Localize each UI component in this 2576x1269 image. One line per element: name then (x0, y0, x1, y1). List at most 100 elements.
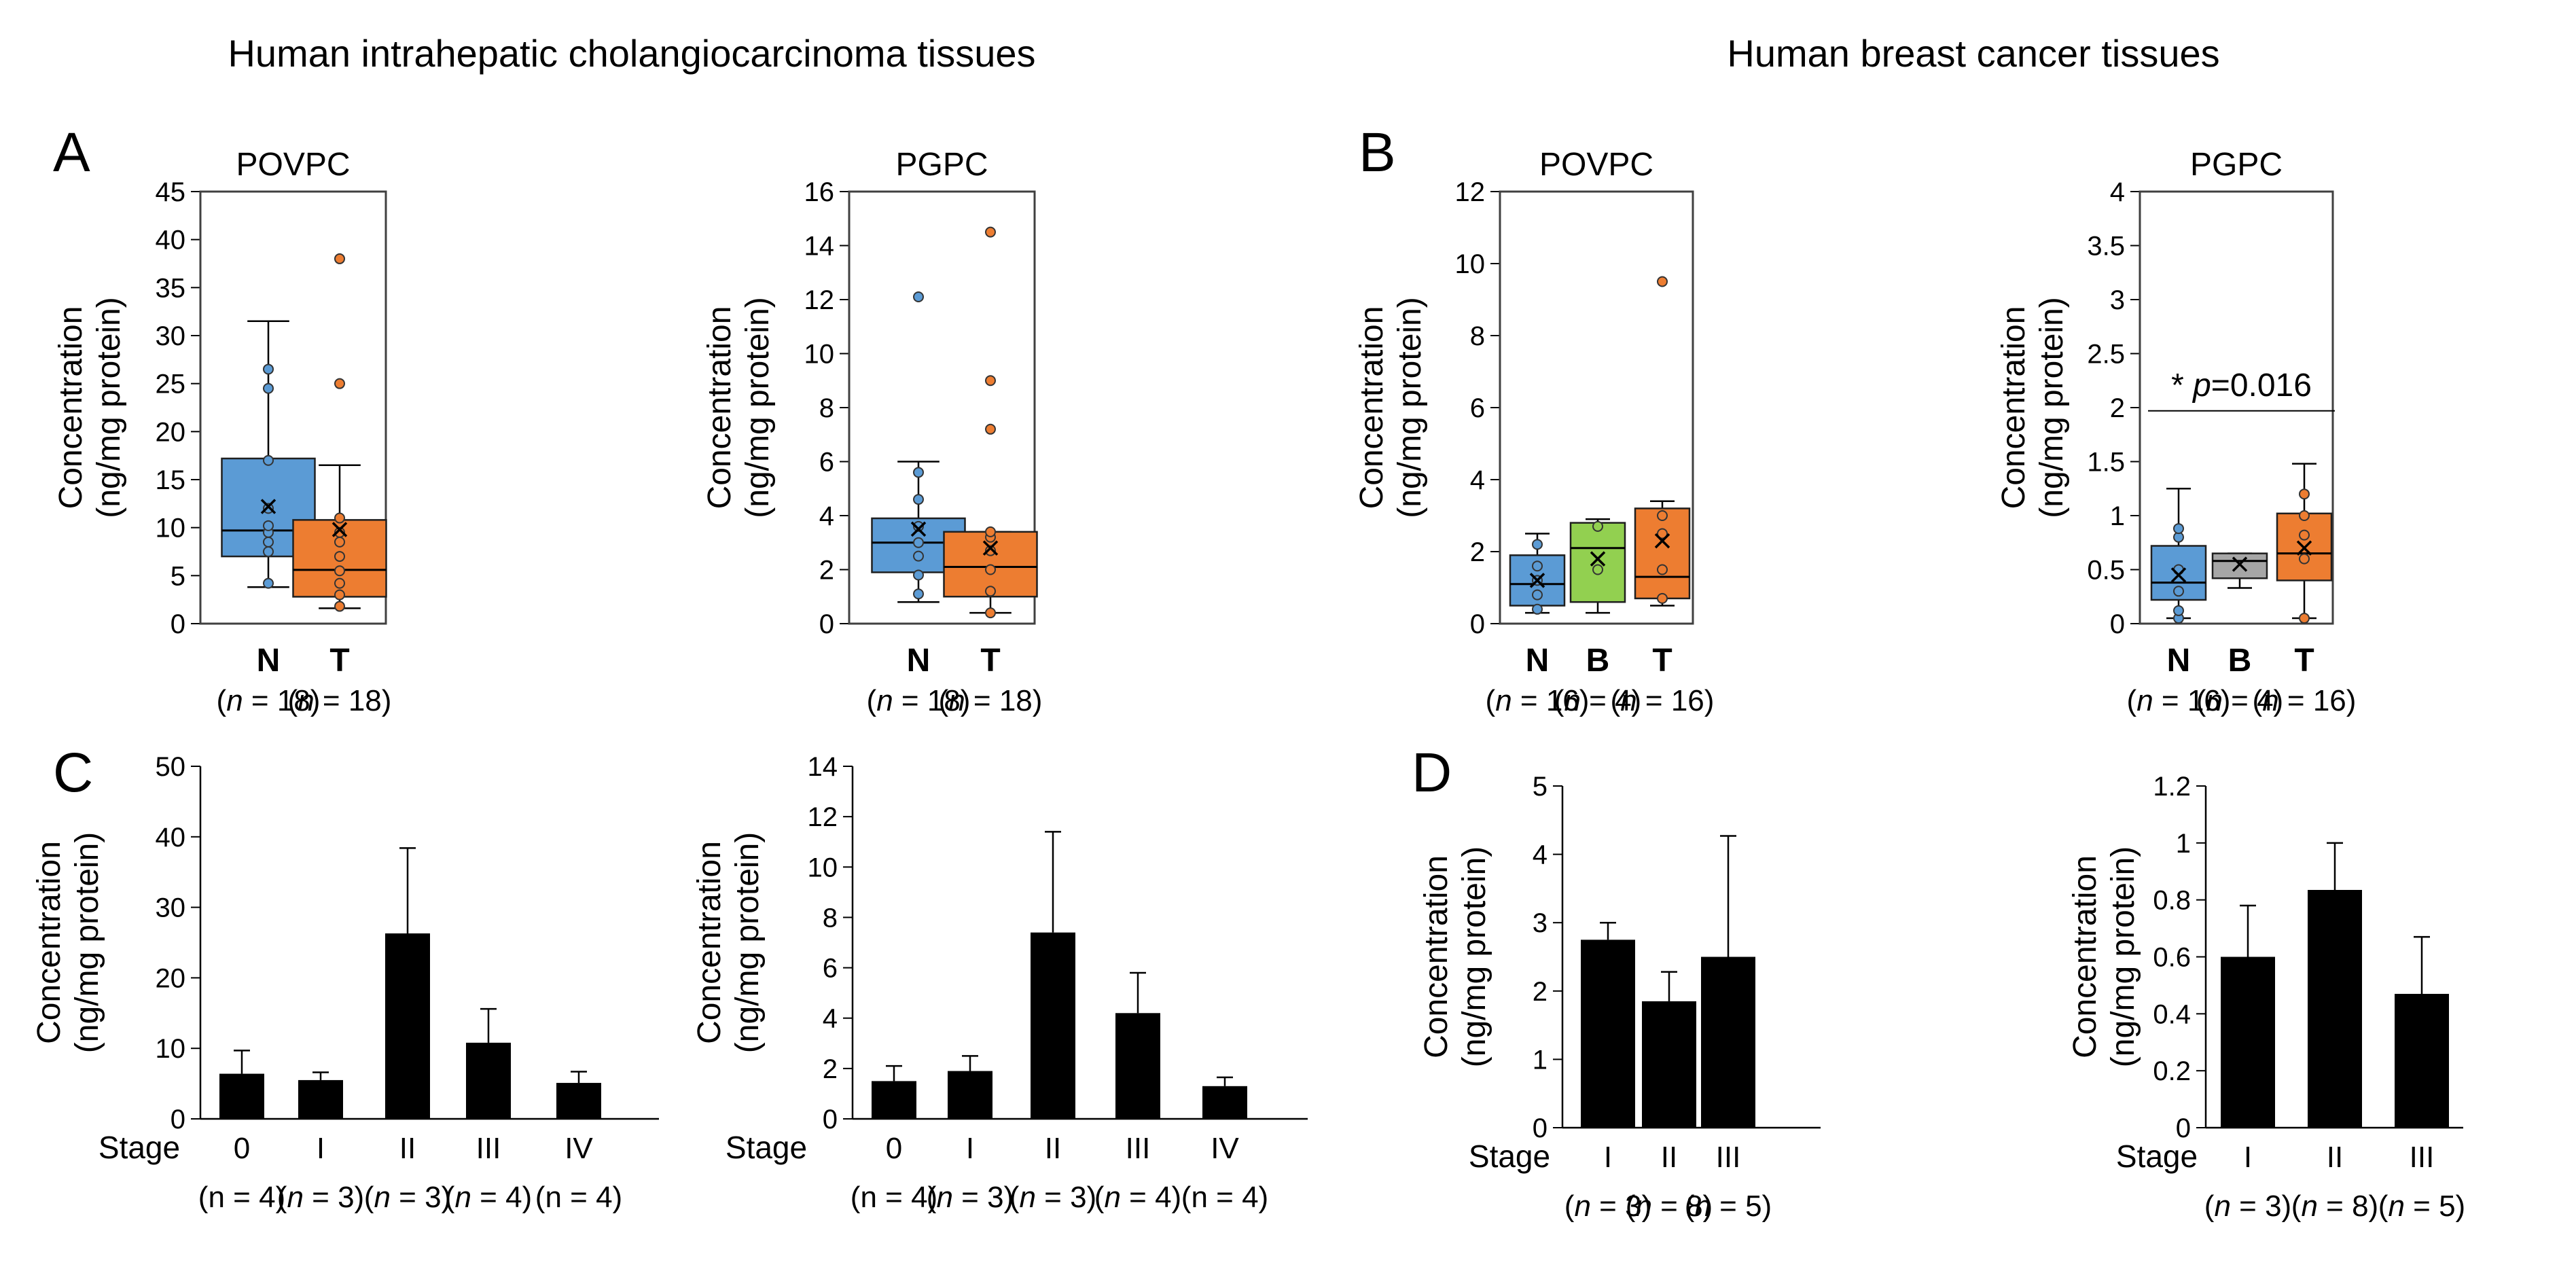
b2-point-T (2299, 529, 2310, 541)
b2-ytick-label: 0 (2110, 609, 2125, 639)
a1-point-N (263, 546, 274, 557)
d2-n-label-0: (n = 3) (2204, 1190, 2291, 1223)
d1-ytick-label: 2 (1533, 977, 1548, 1007)
a1-point-T (334, 512, 345, 524)
b2-significance-label: * p=0.016 (2171, 368, 2312, 404)
c2-category-label-3: III (1126, 1132, 1151, 1165)
b1-category-B: B (1586, 643, 1610, 679)
a2-ytick-label: 8 (819, 393, 834, 423)
b1-ytick-label: 12 (1455, 177, 1486, 207)
a2-mean-marker-N (910, 521, 927, 537)
b1-plot-frame (1499, 190, 1694, 625)
a1-point-N (263, 382, 274, 394)
a2-point-T (985, 375, 996, 387)
c2-bar-1 (948, 1071, 992, 1119)
a1-point-N (263, 577, 274, 589)
d2-xlabel: Stage (2116, 1139, 2198, 1174)
a2-ytick-label: 10 (804, 340, 835, 370)
a2-point-N (913, 569, 924, 581)
a2-point-T (985, 586, 996, 597)
b1-point-T (1657, 592, 1668, 604)
d1-category-label-0: I (1604, 1141, 1612, 1174)
c2-n-label-3: (n = 4) (1094, 1181, 1181, 1214)
a1-point-T (334, 601, 345, 612)
a2-ytick-label: 2 (819, 556, 834, 586)
b2-n-label-N: (n = 16) (2127, 684, 2231, 717)
a2-point-T (985, 423, 996, 435)
a1-plot-frame (199, 190, 387, 625)
d2-category-label-0: I (2244, 1141, 2252, 1174)
a1-ytick-label: 35 (156, 273, 186, 303)
b1-point-T (1657, 276, 1668, 287)
left-section-title: Human intrahepatic cholangiocarcinoma ti… (228, 32, 1035, 75)
b2-mean-marker-T (2296, 540, 2312, 556)
a1-point-T (334, 253, 345, 264)
a2-point-T (985, 226, 996, 238)
b2-ytick-label: 2 (2110, 393, 2125, 423)
a2-category-N: N (907, 643, 931, 679)
b1-mean-marker-T (1654, 533, 1670, 549)
a2-ytick-label: 12 (804, 285, 835, 315)
b1-ytick-label: 4 (1470, 465, 1485, 495)
c1-category-label-0: 0 (234, 1132, 250, 1165)
a1-ytick-label: 30 (156, 321, 186, 351)
d1-n-label-2: (n = 5) (1685, 1190, 1772, 1223)
b1-point-N (1532, 560, 1543, 572)
a2-ytick-label: 6 (819, 448, 834, 478)
a1-ytick-label: 10 (156, 514, 186, 543)
d1-xlabel: Stage (1469, 1139, 1550, 1174)
b2-ytick-label: 1 (2110, 501, 2125, 531)
d2-bar-1 (2308, 889, 2362, 1128)
d1-category-label-1: II (1661, 1141, 1677, 1174)
b1-point-T (1657, 564, 1668, 575)
b2-ytick-label: 2.5 (2087, 340, 2125, 370)
d2-ytick-label: 1.2 (2153, 772, 2191, 802)
b1-n-label-N: (n = 16) (1486, 684, 1590, 717)
a2-ytick-label: 16 (804, 177, 835, 207)
a1-ylabel: Concentration(ng/mg protein) (53, 297, 127, 518)
a1-ytick-label: 20 (156, 417, 186, 447)
a1-point-T (334, 577, 345, 589)
b1-ylabel: Concentration(ng/mg protein) (1354, 297, 1428, 518)
b2-ytick-label: 3.5 (2087, 232, 2125, 262)
b2-n-label-T: (n = 16) (2253, 684, 2357, 717)
c1-category-label-3: III (476, 1132, 501, 1165)
b1-point-N (1532, 589, 1543, 601)
b1-category-T: T (1652, 643, 1672, 679)
panel-letter-c: C (53, 742, 93, 804)
c2-n-label-4: (n = 4) (1181, 1181, 1268, 1214)
c1-n-label-0: (n = 4) (198, 1181, 285, 1214)
c2-ytick-label: 4 (823, 1004, 838, 1034)
c1-ytick-label: 40 (156, 823, 186, 853)
d1-ytick-label: 1 (1533, 1045, 1548, 1075)
d1-ylabel: Concentration(ng/mg protein) (1418, 846, 1492, 1067)
a1-n-label-T: (n = 18) (288, 684, 392, 717)
d1-bar-2 (1701, 957, 1755, 1128)
b2-point-T (2299, 553, 2310, 565)
b1-category-N: N (1526, 643, 1550, 679)
b1-ytick-label: 10 (1455, 249, 1486, 279)
c1-xlabel: Stage (99, 1130, 180, 1165)
c2-category-label-2: II (1045, 1132, 1061, 1165)
d1-n-label-1: (n = 8) (1626, 1190, 1713, 1223)
c1-category-label-1: I (317, 1132, 325, 1165)
b2-n-label-B: (n = 4) (2196, 684, 2283, 717)
b1-ytick-label: 0 (1470, 609, 1485, 639)
a1-point-N (263, 454, 274, 466)
c2-ylabel: Concentration(ng/mg protein) (692, 832, 766, 1053)
a2-ytick-label: 0 (819, 609, 834, 639)
c2-bar-0 (872, 1081, 916, 1119)
b1-point-T (1657, 510, 1668, 521)
b1-mean-marker-B (1590, 551, 1606, 567)
charts-layer: Concentration(ng/mg protein)051015202530… (31, 147, 2465, 1223)
b2-plot-frame (2139, 190, 2334, 625)
c1-ytick-label: 30 (156, 893, 186, 923)
b2-category-T: T (2294, 643, 2314, 679)
c1-n-label-1: (n = 3) (277, 1181, 364, 1214)
a2-n-label-T: (n = 18) (939, 684, 1043, 717)
a1-point-N (263, 520, 274, 531)
b2-ytick-label: 1.5 (2087, 448, 2125, 478)
c1-bar-4 (556, 1083, 601, 1119)
b1-point-T (1657, 528, 1668, 539)
